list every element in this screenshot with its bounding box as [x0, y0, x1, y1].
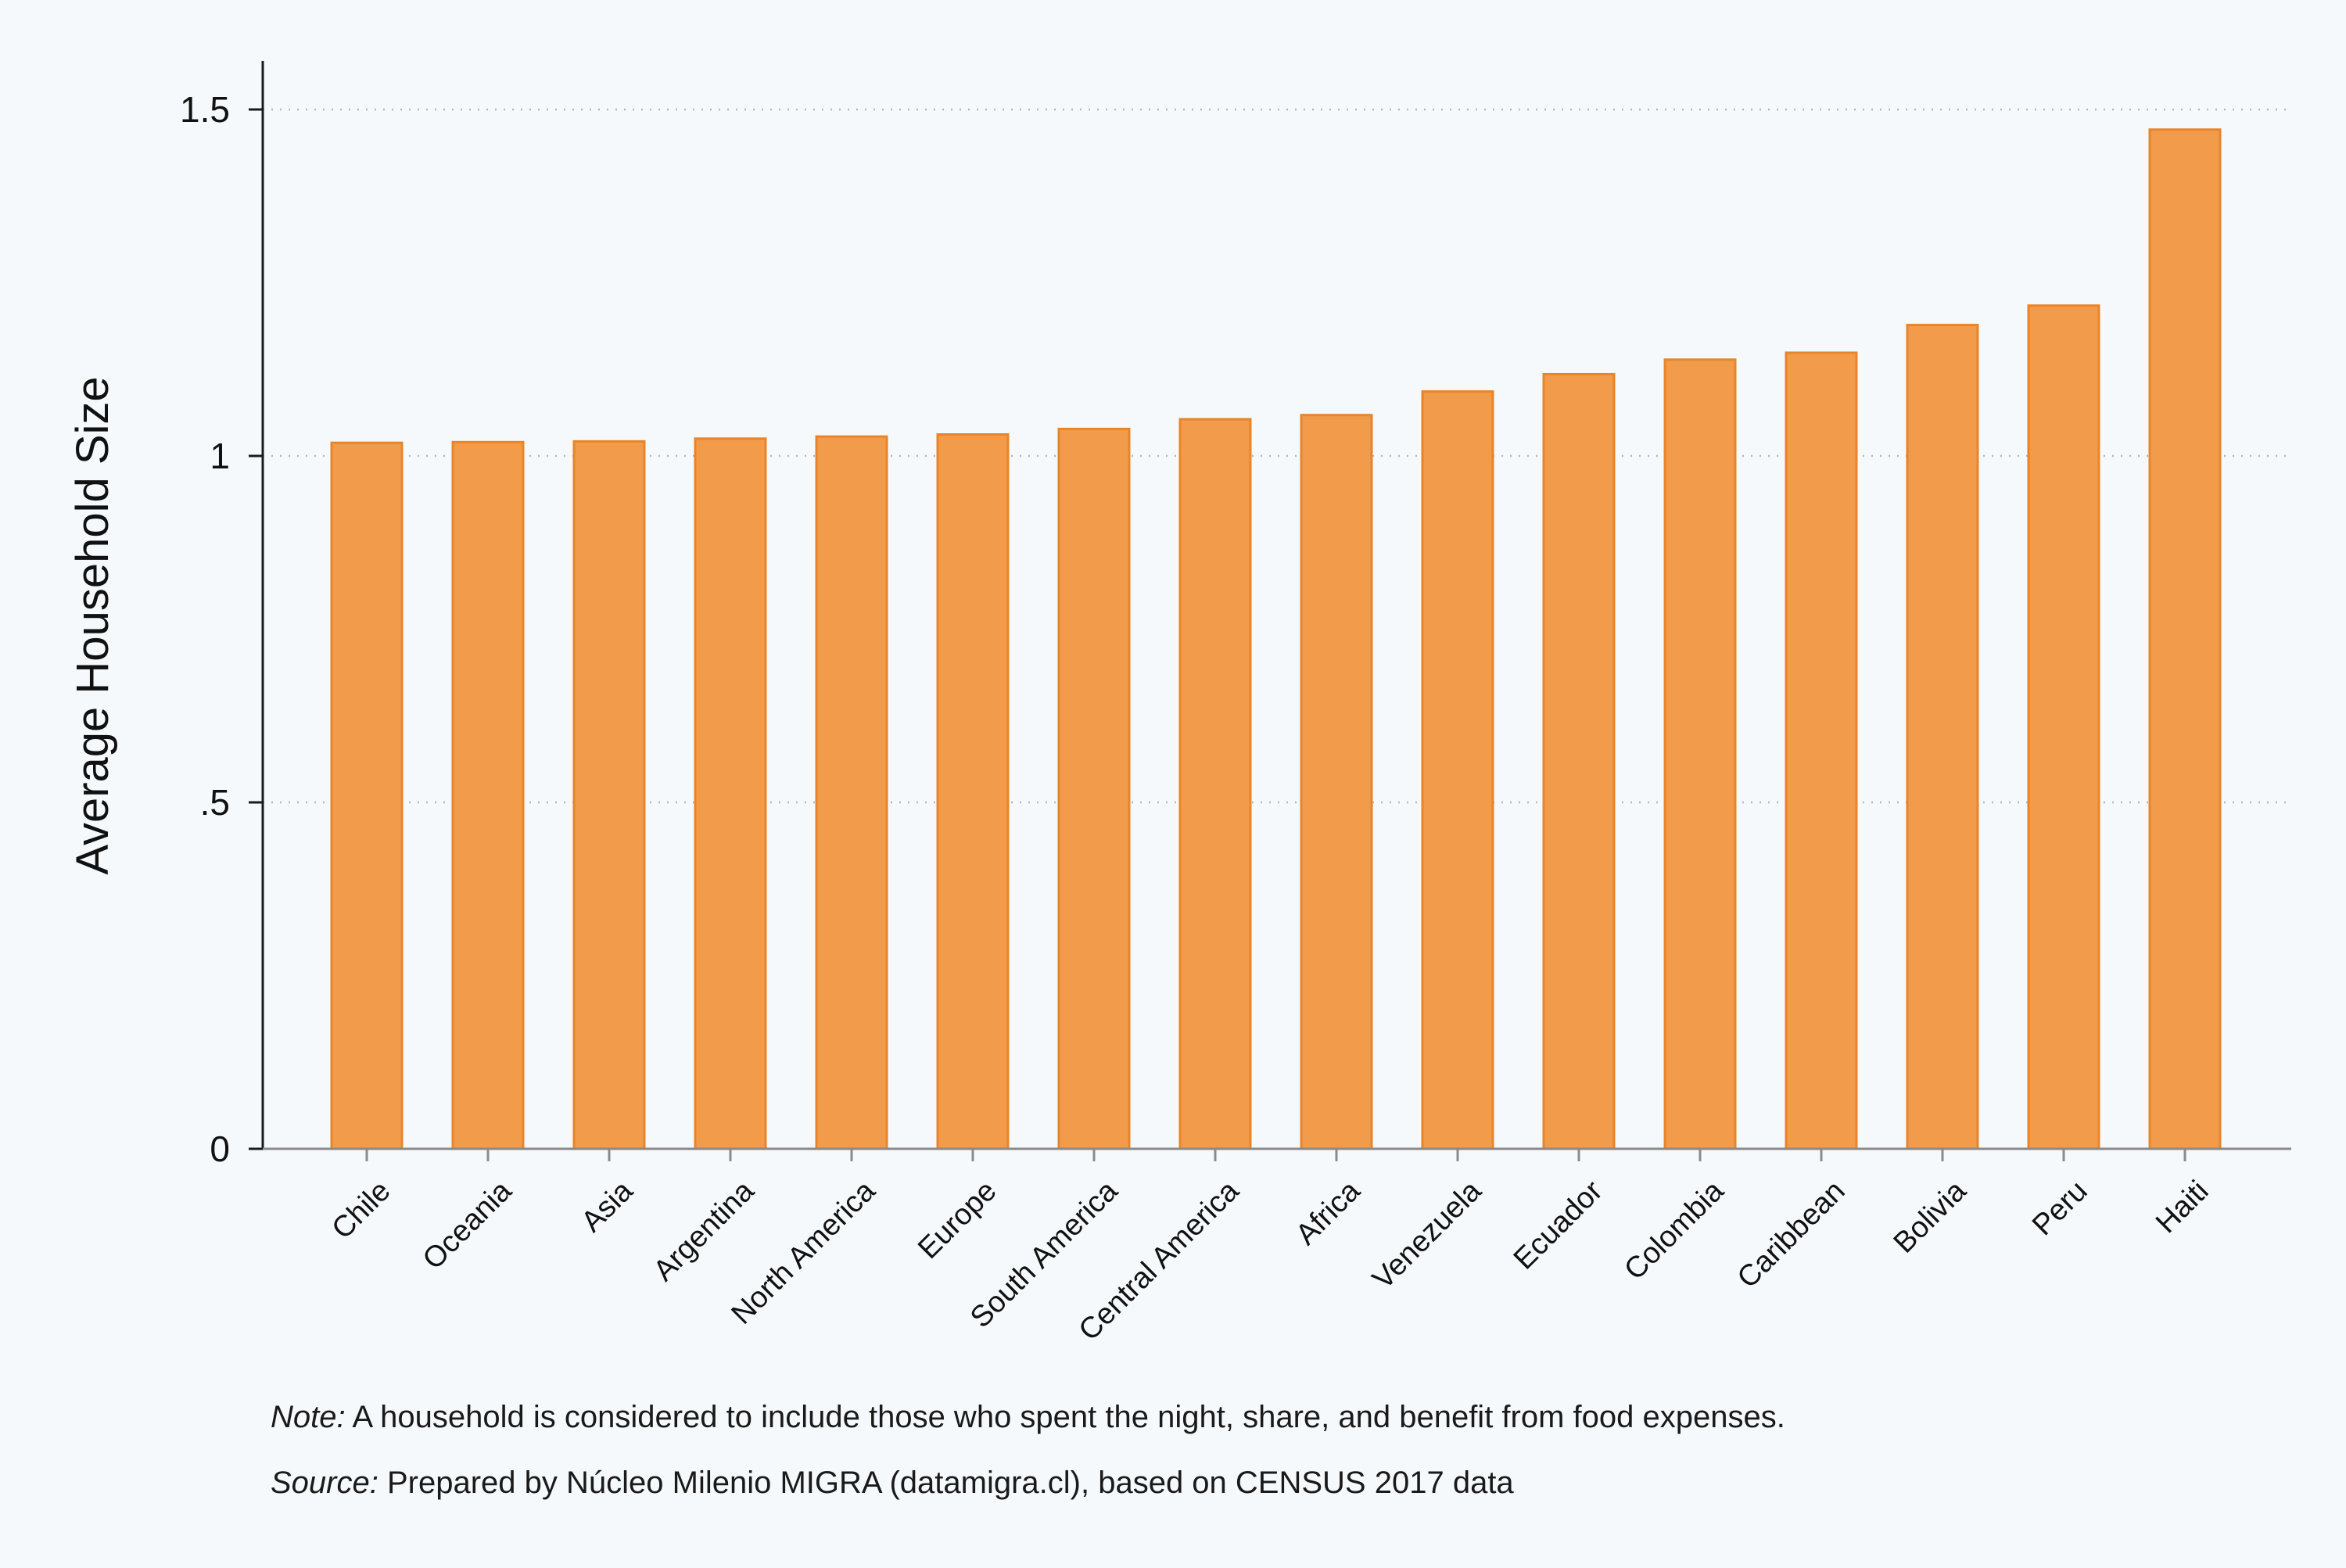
- chart-notes: Note: A household is considered to inclu…: [271, 1384, 1785, 1516]
- bar: [1663, 358, 1737, 1150]
- bar: [1178, 418, 1252, 1150]
- x-tick-label: Haiti: [2150, 1175, 2215, 1240]
- x-tick-label: Asia: [576, 1174, 640, 1239]
- x-tick-label: Peru: [2026, 1175, 2093, 1242]
- source-label: Source:: [271, 1466, 378, 1500]
- source-line: Source: Prepared by Núcleo Milenio MIGRA…: [271, 1450, 1785, 1516]
- y-tick-label: 1.5: [180, 89, 230, 130]
- x-tick-label: Europe: [912, 1175, 1003, 1265]
- bar: [694, 437, 767, 1150]
- bar: [1906, 324, 1979, 1150]
- x-tick-label: Caribbean: [1731, 1175, 1852, 1295]
- x-tick-label: Chile: [326, 1175, 397, 1246]
- y-tick-label: .5: [200, 782, 230, 823]
- x-tick-label: Ecuador: [1508, 1175, 1609, 1276]
- x-tick-label: Bolivia: [1888, 1174, 1973, 1259]
- bar: [2148, 128, 2222, 1150]
- y-axis-label: Average Household Size: [67, 376, 118, 874]
- y-tick-label: 1: [210, 436, 230, 476]
- bar: [1057, 427, 1131, 1150]
- bar: [1785, 351, 1858, 1150]
- y-tick-labels: 0 .5 1 1.5: [180, 89, 230, 1169]
- note-label: Note:: [271, 1400, 346, 1434]
- note-line: Note: A household is considered to inclu…: [271, 1384, 1785, 1450]
- bar: [936, 433, 1010, 1150]
- bar: [2027, 304, 2100, 1150]
- source-text: Prepared by Núcleo Milenio MIGRA (datami…: [378, 1466, 1514, 1500]
- gridlines: [263, 108, 2291, 804]
- bar: [1421, 390, 1494, 1150]
- axes: [249, 60, 2291, 1161]
- note-text: A household is considered to include tho…: [345, 1400, 1785, 1434]
- bar: [451, 440, 525, 1150]
- bar: [330, 441, 404, 1150]
- bar: [1542, 372, 1616, 1150]
- bars: [330, 128, 2222, 1150]
- x-tick-label: Venezuela: [1366, 1174, 1488, 1296]
- bar: [1300, 414, 1373, 1150]
- y-tick-label: 0: [210, 1128, 230, 1169]
- x-tick-label: Argentina: [647, 1174, 761, 1287]
- bar: [815, 435, 888, 1150]
- bar: [572, 440, 646, 1150]
- x-tick-label: Africa: [1290, 1174, 1367, 1251]
- x-tick-label: Colombia: [1618, 1174, 1731, 1286]
- x-tick-label: Oceania: [417, 1174, 518, 1276]
